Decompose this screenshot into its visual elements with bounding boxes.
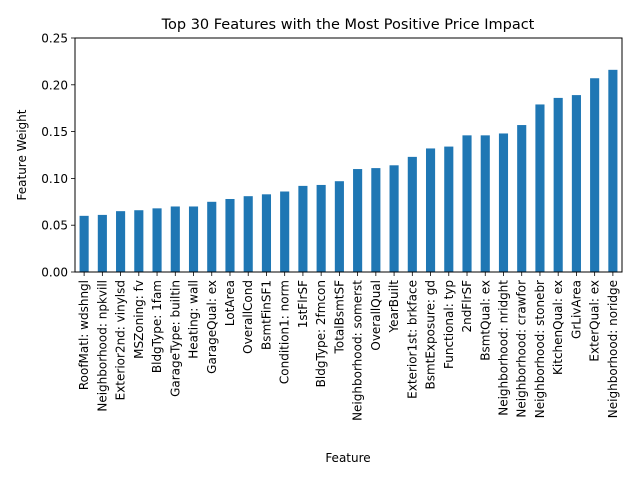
x-tick-label: Neighborhood: npkvill <box>95 280 109 412</box>
x-tick-label: Exterior2nd: vinylsd <box>114 280 128 400</box>
x-tick-label: MSZoning: fv <box>132 280 146 359</box>
chart-title: Top 30 Features with the Most Positive P… <box>161 17 535 33</box>
y-tick-label: 0.00 <box>41 266 68 280</box>
bar <box>261 194 272 272</box>
bar <box>116 211 126 272</box>
bar <box>188 206 199 272</box>
x-tick-label: OverallQual <box>369 280 383 351</box>
x-tick-label: BsmtQual: ex <box>478 280 492 361</box>
bar <box>444 146 454 272</box>
plot-frame <box>74 37 623 273</box>
bar <box>97 214 107 272</box>
bar <box>407 156 417 272</box>
bar <box>425 148 436 272</box>
x-tick-label: GrLivArea <box>569 280 583 339</box>
y-tick-label: 0.25 <box>41 32 68 46</box>
bar <box>608 69 618 272</box>
x-tick-label: BldgType: 1fam <box>150 280 164 373</box>
bar <box>79 215 89 272</box>
y-tick-label: 0.05 <box>41 219 68 233</box>
x-tick-label: Neighborhood: somerst <box>351 280 365 421</box>
bar <box>462 135 472 272</box>
y-axis-label: Feature Weight <box>15 109 29 200</box>
x-tick-label: TotalBsmtSF <box>332 280 346 355</box>
bar <box>498 133 509 272</box>
bar <box>389 165 399 272</box>
bar <box>225 198 235 272</box>
bar <box>353 169 363 272</box>
bar <box>298 185 308 272</box>
x-tick-label: Exterior1st: brkface <box>405 280 419 399</box>
bar <box>517 125 527 272</box>
bar <box>134 210 144 272</box>
x-tick-label: YearBuilt <box>387 280 401 334</box>
x-tick-label: GarageType: builtin <box>168 280 182 397</box>
x-tick-label: Heating: wall <box>187 280 201 359</box>
y-tick-label: 0.20 <box>41 78 68 92</box>
x-tick-label: RoofMatl: wdshngl <box>77 280 91 390</box>
x-tick-label: KitchenQual: ex <box>551 280 565 375</box>
x-tick-label: Neighborhood: noridge <box>606 280 620 418</box>
bars-group <box>79 69 618 273</box>
bar <box>371 168 381 272</box>
x-axis: RoofMatl: wdshngl Neighborhood: npkvill Ex… <box>77 272 620 421</box>
y-tick-label: 0.15 <box>41 125 68 139</box>
x-tick-label: BsmtExposure: gd <box>424 280 438 390</box>
y-tick-label: 0.10 <box>41 172 68 186</box>
x-tick-label: Neighborhood: stonebr <box>533 280 547 418</box>
x-tick-label: GarageQual: ex <box>205 280 219 374</box>
bar <box>316 184 326 272</box>
x-tick-label: Condition1: norm <box>278 280 292 384</box>
x-tick-label: BsmtFinSF1 <box>259 280 273 350</box>
bar <box>170 206 180 272</box>
x-tick-label: Neighborhood: nridght <box>496 280 510 416</box>
bar <box>207 201 217 272</box>
y-axis: 0.00 0.05 0.10 0.15 0.20 0.25 <box>41 32 75 280</box>
bar <box>243 196 253 272</box>
bar <box>152 208 162 272</box>
x-axis-label: Feature <box>325 451 370 465</box>
bar <box>590 78 600 272</box>
bar <box>480 135 490 272</box>
x-tick-label: 1stFlrSF <box>296 280 310 328</box>
bar <box>553 97 563 273</box>
x-tick-label: Neighborhood: crawfor <box>515 280 529 418</box>
x-tick-label: ExterQual: ex <box>588 280 602 362</box>
x-tick-label: BldgType: 2fmcon <box>314 280 328 387</box>
bar <box>280 191 290 272</box>
bar <box>334 181 344 272</box>
x-tick-label: OverallCond <box>241 280 255 354</box>
bar <box>571 95 581 272</box>
x-tick-label: Functional: typ <box>442 280 456 369</box>
bar <box>535 104 545 273</box>
x-tick-label: LotArea <box>223 280 237 326</box>
x-tick-label: 2ndFlrSF <box>460 280 474 333</box>
